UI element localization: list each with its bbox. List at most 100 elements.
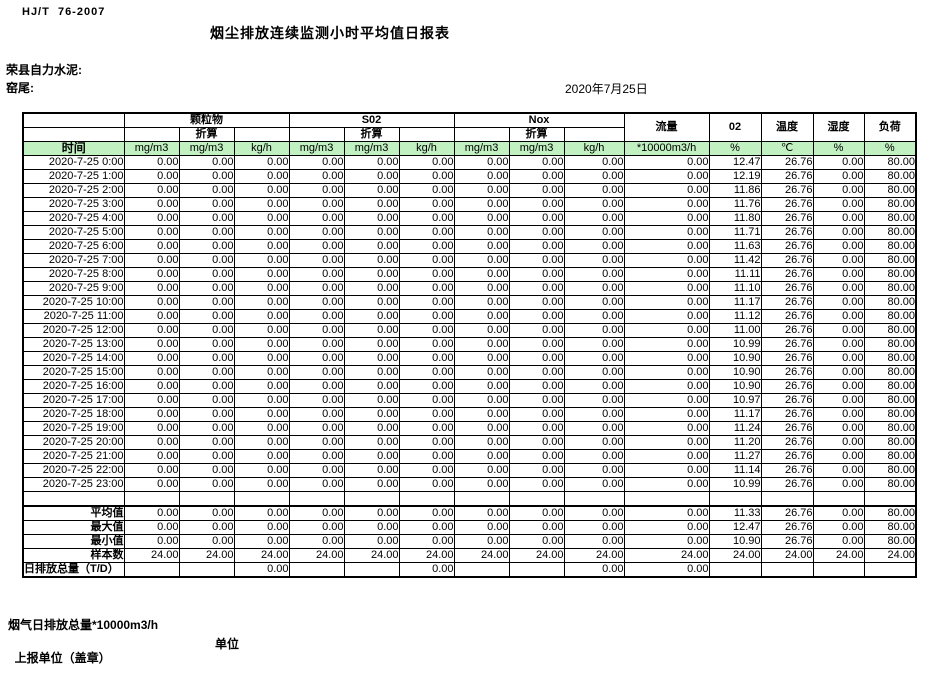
summary-value-cell: 0.00 (623, 533, 710, 549)
value-cell: 0.00 (453, 407, 510, 422)
value-cell: 80.00 (863, 407, 917, 422)
value-cell: 0.00 (398, 337, 455, 352)
value-cell: 0.00 (343, 365, 400, 380)
time-cell: 2020-7-25 3:00 (22, 197, 125, 212)
report-table: 颗粒物 S02 Nox 流量 02 温度 湿度 负荷 折算 折算 折算 时间 m… (22, 112, 918, 578)
value-cell: 10.90 (708, 351, 762, 366)
time-cell: 2020-7-25 5:00 (22, 225, 125, 240)
value-cell: 0.00 (178, 365, 235, 380)
report-date: 2020年7月25日 (565, 82, 648, 96)
summary-value-cell: 24.00 (863, 547, 917, 563)
value-cell: 0.00 (812, 309, 865, 324)
time-cell: 2020-7-25 1:00 (22, 169, 125, 184)
value-cell: 0.00 (398, 267, 455, 282)
summary-value-cell: 24.00 (233, 547, 290, 563)
col-header-flow: 流量 (623, 112, 710, 142)
summary-value-cell: 0.00 (563, 533, 625, 549)
empty-cell (123, 491, 180, 506)
value-cell: 0.00 (233, 155, 290, 170)
value-cell: 0.00 (563, 197, 625, 212)
value-cell: 11.12 (708, 309, 762, 324)
value-cell: 0.00 (812, 253, 865, 268)
summary-value-cell (178, 561, 235, 577)
value-cell: 80.00 (863, 197, 917, 212)
value-cell: 0.00 (288, 435, 345, 450)
summary-value-cell: 24.00 (760, 547, 814, 563)
value-cell: 0.00 (453, 253, 510, 268)
summary-value-cell: 24.00 (123, 547, 180, 563)
unit-cell: % (812, 141, 865, 156)
table-row: 2020-7-25 14:00 0.00 0.00 0.00 0.00 0.00 0.00 0… (22, 351, 917, 366)
value-cell: 26.76 (760, 211, 814, 226)
value-cell: 11.86 (708, 183, 762, 198)
value-cell: 0.00 (288, 253, 345, 268)
time-cell: 2020-7-25 14:00 (22, 351, 125, 366)
summary-row: 样本数 24.00 24.00 24.00 24.00 24.00 24.00 24.00 24… (22, 547, 917, 563)
value-cell: 0.00 (508, 365, 565, 380)
value-cell: 0.00 (453, 393, 510, 408)
value-cell: 11.17 (708, 295, 762, 310)
value-cell: 0.00 (178, 239, 235, 254)
value-cell: 0.00 (623, 477, 710, 492)
value-cell: 0.00 (398, 379, 455, 394)
value-cell: 0.00 (563, 351, 625, 366)
value-cell: 26.76 (760, 435, 814, 450)
summary-value-cell (508, 561, 565, 577)
summary-value-cell: 0.00 (453, 504, 510, 521)
value-cell: 0.00 (508, 463, 565, 478)
summary-value-cell: 0.00 (398, 561, 455, 577)
table-row: 2020-7-25 1:00 0.00 0.00 0.00 0.00 0.00 0.00 0.… (22, 169, 917, 184)
summary-value-cell (288, 561, 345, 577)
value-cell: 80.00 (863, 379, 917, 394)
value-cell: 0.00 (178, 267, 235, 282)
value-cell: 0.00 (623, 421, 710, 436)
value-cell: 0.00 (812, 197, 865, 212)
value-cell: 80.00 (863, 365, 917, 380)
summary-value-cell: 0.00 (343, 533, 400, 549)
summary-value-cell: 0.00 (123, 533, 180, 549)
table-row: 2020-7-25 9:00 0.00 0.00 0.00 0.00 0.00 0.00 0.… (22, 281, 917, 296)
summary-value-cell: 80.00 (863, 504, 917, 521)
time-cell: 2020-7-25 23:00 (22, 477, 125, 492)
value-cell: 0.00 (508, 239, 565, 254)
summary-value-cell: 0.00 (288, 533, 345, 549)
summary-value-cell: 10.90 (708, 533, 762, 549)
value-cell: 0.00 (812, 393, 865, 408)
value-cell: 0.00 (453, 169, 510, 184)
value-cell: 0.00 (233, 309, 290, 324)
value-cell: 80.00 (863, 463, 917, 478)
summary-row: 平均值 0.00 0.00 0.00 0.00 0.00 0.00 0.00 0.00 0.00 0… (22, 504, 917, 521)
summary-label: 样本数 (22, 547, 125, 563)
empty-cell (812, 491, 865, 506)
value-cell: 0.00 (343, 463, 400, 478)
time-cell: 2020-7-25 22:00 (22, 463, 125, 478)
value-cell: 0.00 (398, 169, 455, 184)
value-cell: 0.00 (398, 463, 455, 478)
value-cell: 0.00 (623, 183, 710, 198)
value-cell: 0.00 (398, 197, 455, 212)
value-cell: 80.00 (863, 267, 917, 282)
value-cell: 0.00 (812, 239, 865, 254)
value-cell: 0.00 (508, 379, 565, 394)
value-cell: 0.00 (563, 281, 625, 296)
location-label: 窑尾: (6, 81, 34, 95)
value-cell: 0.00 (233, 323, 290, 338)
summary-value-cell: 0.00 (508, 504, 565, 521)
value-cell: 0.00 (812, 407, 865, 422)
value-cell: 26.76 (760, 407, 814, 422)
value-cell: 80.00 (863, 337, 917, 352)
value-cell: 0.00 (288, 155, 345, 170)
summary-value-cell: 0.00 (178, 504, 235, 521)
value-cell: 0.00 (343, 197, 400, 212)
value-cell: 26.76 (760, 183, 814, 198)
value-cell: 26.76 (760, 197, 814, 212)
value-cell: 0.00 (563, 365, 625, 380)
value-cell: 80.00 (863, 393, 917, 408)
value-cell: 11.14 (708, 463, 762, 478)
value-cell: 0.00 (343, 449, 400, 464)
summary-value-cell: 24.00 (178, 547, 235, 563)
value-cell: 0.00 (233, 295, 290, 310)
value-cell: 0.00 (123, 295, 180, 310)
value-cell: 0.00 (398, 435, 455, 450)
value-cell: 10.97 (708, 393, 762, 408)
